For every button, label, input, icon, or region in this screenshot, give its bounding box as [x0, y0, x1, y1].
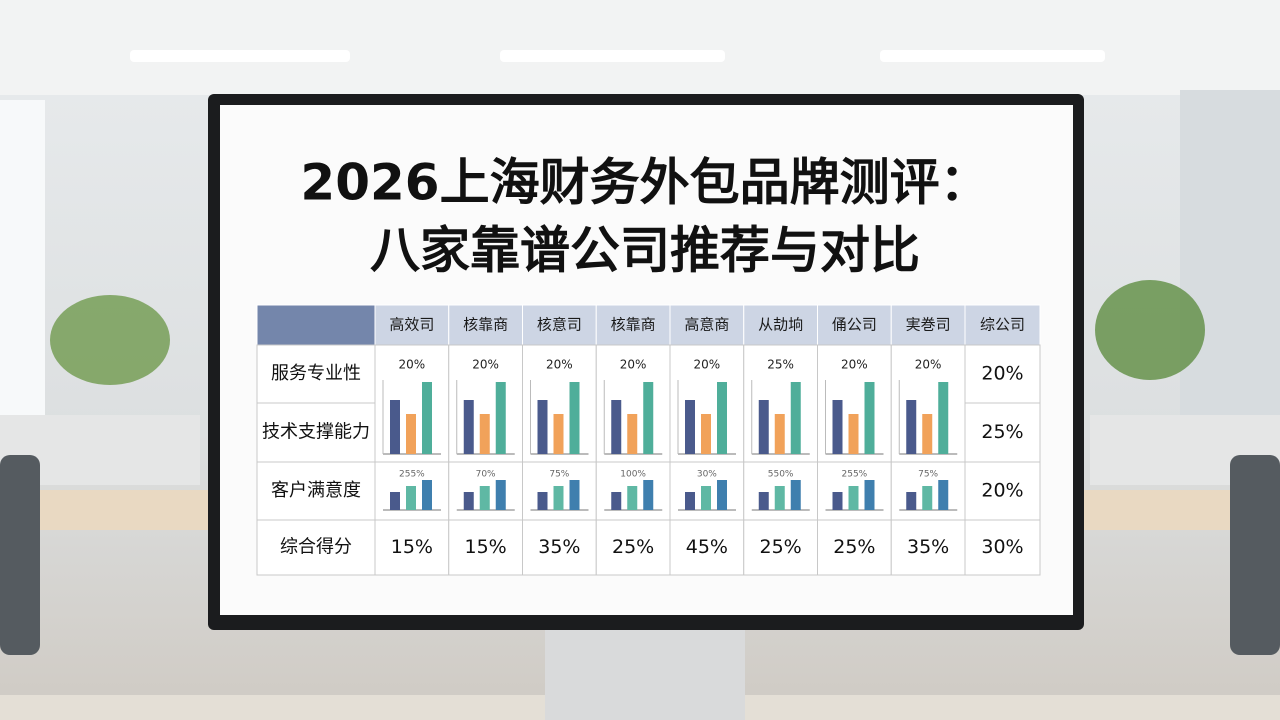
column-header: 核意司 [537, 316, 582, 334]
chart-label: 550% [768, 470, 794, 480]
chart-label: 20% [399, 358, 426, 372]
chart-label: 30% [697, 470, 717, 480]
header-cell [964, 304, 1041, 346]
table-cell [964, 519, 1041, 576]
table-cell [448, 519, 523, 576]
table-cell [595, 519, 671, 576]
overall-value: 20% [981, 363, 1023, 385]
chair [1230, 455, 1280, 655]
score: 15% [465, 536, 507, 558]
table-cell [256, 402, 376, 463]
chart-label: 25% [767, 358, 794, 372]
column-header: 核靠商 [463, 316, 508, 334]
header-cell [890, 304, 966, 346]
desk [20, 490, 210, 530]
row-label: 客户满意度 [271, 480, 361, 501]
table-cell [522, 519, 597, 576]
header-cell [448, 304, 523, 346]
ceiling-light [880, 50, 1105, 62]
glass-wall [1180, 90, 1280, 420]
column-header: 実巻司 [906, 316, 951, 334]
title-line: 2026上海财务外包品牌测评： [300, 154, 989, 212]
plant [1095, 280, 1205, 380]
score: 25% [760, 536, 802, 558]
table-cell [256, 519, 376, 576]
table-cell [964, 402, 1041, 463]
chart-label: 75% [918, 470, 938, 480]
chart-label: 20% [915, 358, 942, 372]
score: 25% [612, 536, 654, 558]
overall-value: 20% [981, 480, 1023, 502]
table-cell [890, 519, 966, 576]
score: 35% [538, 536, 580, 558]
row-label: 综合得分 [280, 537, 352, 558]
header-cell [522, 304, 597, 346]
table-cell [669, 519, 745, 576]
ceiling-light [500, 50, 725, 62]
score: 15% [391, 536, 433, 558]
table-cell [256, 461, 376, 521]
chart-label: 20% [620, 358, 647, 372]
chart-label: 100% [620, 470, 646, 480]
column-header: 高效司 [389, 316, 434, 334]
table-cell [743, 519, 818, 576]
chart-label: 75% [549, 470, 569, 480]
column-header: 俑公司 [832, 316, 877, 334]
column-header: 高意商 [684, 316, 729, 334]
row-label: 技术支撑能力 [262, 422, 370, 443]
score: 35% [907, 536, 949, 558]
table-cell [374, 519, 450, 576]
header-cell [595, 304, 671, 346]
ceiling-light [130, 50, 350, 62]
chart-label: 255% [399, 470, 425, 480]
row-label: 服务专业性 [271, 363, 361, 384]
chart-label: 70% [476, 470, 496, 480]
chart-label: 20% [472, 358, 499, 372]
chair [0, 455, 40, 655]
score: 45% [686, 536, 728, 558]
table-cell [964, 344, 1041, 404]
plant [50, 295, 170, 385]
header-cell [669, 304, 745, 346]
header-cell [256, 304, 376, 346]
table-cell [817, 519, 892, 576]
chart-label: 255% [842, 470, 868, 480]
window [0, 100, 45, 420]
monitor-stand [545, 625, 745, 720]
chart-label: 20% [694, 358, 721, 372]
column-header: 核靠商 [611, 316, 656, 334]
score: 25% [833, 536, 875, 558]
ceiling [0, 0, 1280, 95]
table-cell [964, 461, 1041, 521]
chart-label: 20% [841, 358, 868, 372]
chart-label: 20% [546, 358, 573, 372]
column-header: 综公司 [980, 316, 1025, 334]
table-cell [256, 344, 376, 404]
overall-value: 30% [981, 536, 1023, 558]
header-cell [817, 304, 892, 346]
overall-value: 25% [981, 421, 1023, 443]
column-header: 从劼垧 [758, 316, 803, 334]
title-line: 八家靠谱公司推荐与对比 [370, 222, 920, 280]
